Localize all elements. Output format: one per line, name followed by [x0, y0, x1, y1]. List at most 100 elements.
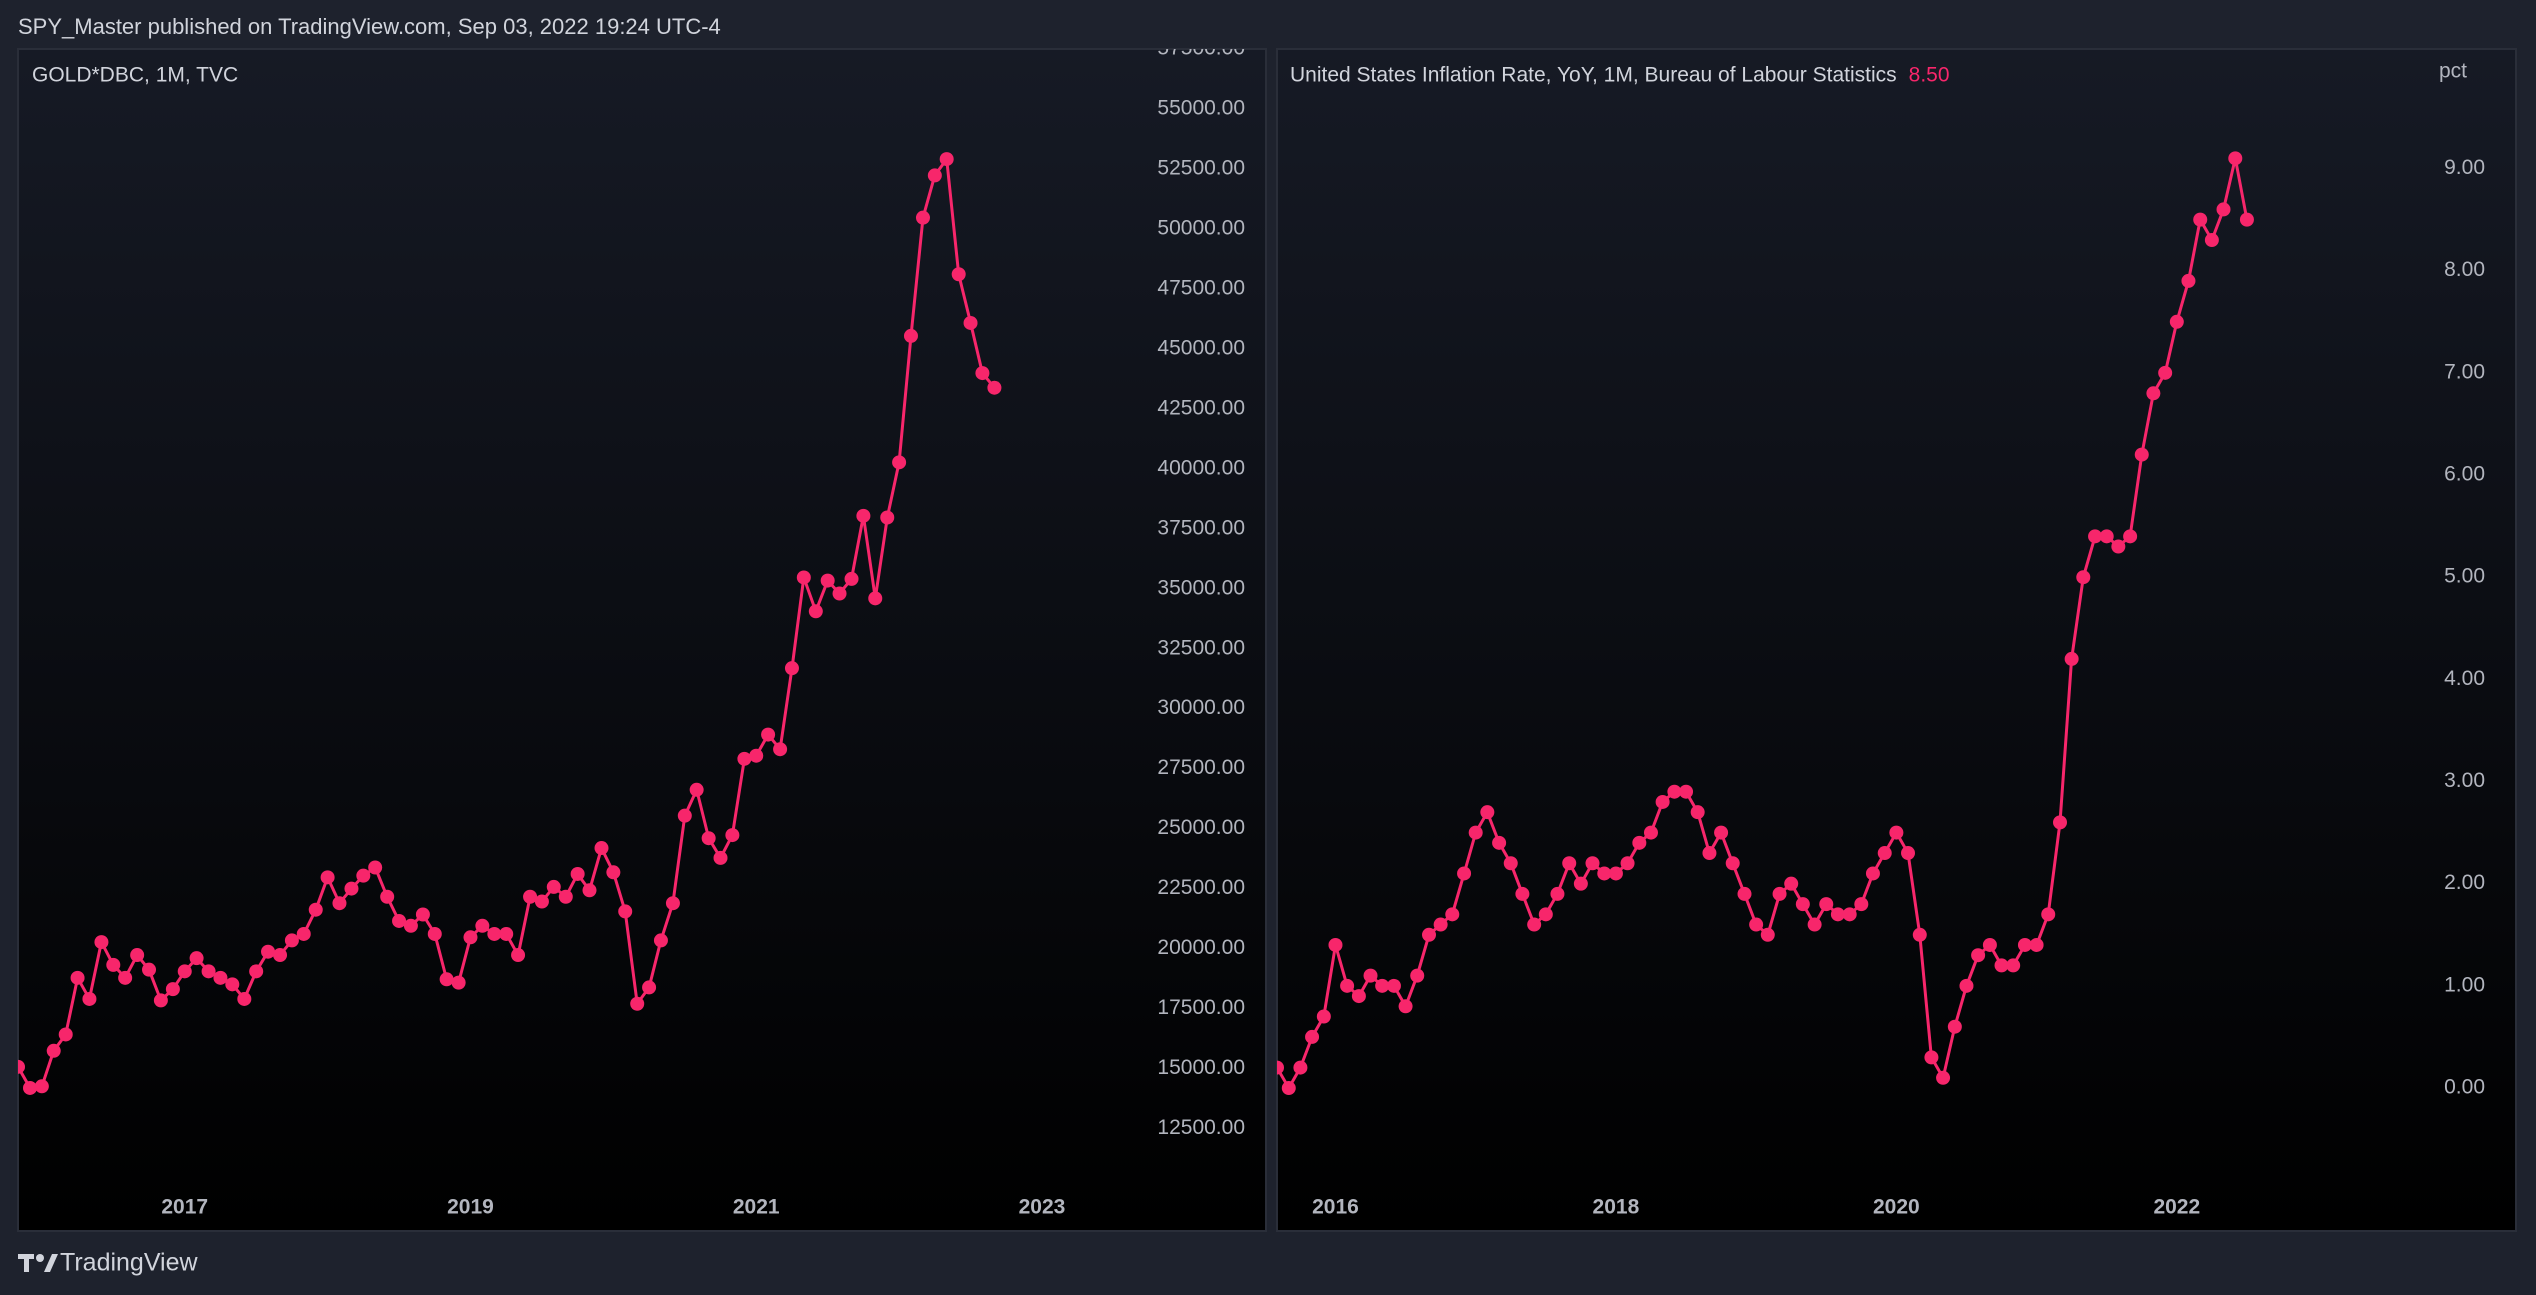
y-tick-label: 45000.00: [1157, 336, 1245, 359]
x-tick-label: 2018: [1593, 1196, 1640, 1219]
data-point: [546, 879, 561, 894]
data-point: [1457, 866, 1472, 881]
logo-part: [36, 1254, 44, 1262]
data-point: [1889, 825, 1904, 840]
data-point: [2158, 365, 2173, 380]
data-point: [1760, 927, 1775, 942]
data-point: [201, 964, 216, 979]
data-point: [1503, 856, 1518, 871]
data-point: [1620, 856, 1635, 871]
data-point: [606, 865, 621, 880]
data-point: [880, 510, 895, 525]
data-point: [142, 962, 157, 977]
data-point: [796, 570, 811, 585]
chart-title: United States Inflation Rate, YoY, 1M, B…: [1290, 64, 1897, 87]
y-tick-label: 32500.00: [1157, 636, 1245, 659]
data-point: [713, 850, 728, 865]
y-tick-label: 50000.00: [1157, 216, 1245, 239]
data-point: [415, 907, 430, 922]
data-point: [165, 982, 180, 997]
data-point: [951, 267, 966, 282]
data-point: [2123, 529, 2138, 544]
pane: [17, 48, 1267, 1232]
data-point: [534, 894, 549, 909]
data-point: [1363, 968, 1378, 983]
data-point: [1608, 866, 1623, 881]
data-point: [1433, 917, 1448, 932]
y-tick-label: 9.00: [2444, 156, 2485, 179]
data-point: [784, 661, 799, 676]
data-point: [2228, 151, 2243, 166]
y-tick-label: 8.00: [2444, 258, 2485, 281]
data-point: [1714, 825, 1729, 840]
data-point: [1527, 917, 1542, 932]
data-point: [1305, 1029, 1320, 1044]
y-tick-label: 15000.00: [1157, 1056, 1245, 1079]
y-tick-label: 3.00: [2444, 769, 2485, 792]
data-point: [2181, 273, 2196, 288]
data-point: [1947, 1019, 1962, 1034]
data-point: [2239, 212, 2254, 227]
data-point: [332, 896, 347, 911]
legend-value: 8.50: [1909, 64, 1950, 87]
data-point: [1842, 907, 1857, 922]
data-point: [1924, 1050, 1939, 1065]
y-tick-label: 4.00: [2444, 667, 2485, 690]
x-tick-label: 2017: [161, 1196, 208, 1219]
y-tick-label: 2.00: [2444, 871, 2485, 894]
data-point: [618, 904, 633, 919]
data-point: [1901, 846, 1916, 861]
y-tick-label: 35000.00: [1157, 576, 1245, 599]
data-point: [2216, 202, 2231, 217]
data-point: [975, 366, 990, 381]
data-point: [153, 993, 168, 1008]
data-point: [475, 918, 490, 933]
y-tick-label: 7.00: [2444, 360, 2485, 383]
data-point: [1445, 907, 1460, 922]
data-point: [1830, 907, 1845, 922]
x-tick-label: 2022: [2153, 1196, 2200, 1219]
logo-part: [24, 1254, 29, 1272]
data-point: [1749, 917, 1764, 932]
data-point: [856, 508, 871, 523]
data-point: [499, 926, 514, 941]
data-point: [1795, 897, 1810, 912]
y-tick-label: 12500.00: [1157, 1116, 1245, 1139]
data-point: [927, 168, 942, 183]
data-point: [677, 808, 692, 823]
data-point: [832, 586, 847, 601]
logo: [18, 1254, 58, 1272]
data-point: [558, 889, 573, 904]
data-point: [1410, 968, 1425, 983]
data-point: [273, 948, 288, 963]
data-point: [427, 926, 442, 941]
y-tick-label: 40000.00: [1157, 456, 1245, 479]
data-point: [2134, 447, 2149, 462]
data-point: [1538, 907, 1553, 922]
data-point: [344, 881, 359, 896]
data-point: [177, 964, 192, 979]
header-text: SPY_Master published on TradingView.com,…: [18, 14, 721, 39]
data-point: [1597, 866, 1612, 881]
data-point: [368, 860, 383, 875]
data-point: [987, 380, 1002, 395]
y-tick-label: 17500.00: [1157, 996, 1245, 1019]
chart-right: 0.00 1.00 2.00 3.00 4.00 5.00 6.00 7.00 8.00 9.00…: [1277, 60, 2485, 1219]
data-point: [1468, 825, 1483, 840]
data-point: [749, 748, 764, 763]
y-tick-label: 52500.00: [1157, 156, 1245, 179]
data-point: [2111, 539, 2126, 554]
x-tick-label: 2020: [1873, 1196, 1920, 1219]
data-point: [23, 1080, 38, 1095]
data-point: [1982, 937, 1997, 952]
chart-left: 12500.00 15000.00 17500.00 20000.00 22500.00…: [18, 49, 1245, 1219]
data-point: [1277, 1060, 1284, 1075]
data-point: [1865, 866, 1880, 881]
y-tick-label: 6.00: [2444, 463, 2485, 486]
data-point: [225, 977, 240, 992]
y-tick-label: 42500.00: [1157, 396, 1245, 419]
data-point: [1562, 856, 1577, 871]
data-point: [392, 913, 407, 928]
data-point: [106, 957, 121, 972]
